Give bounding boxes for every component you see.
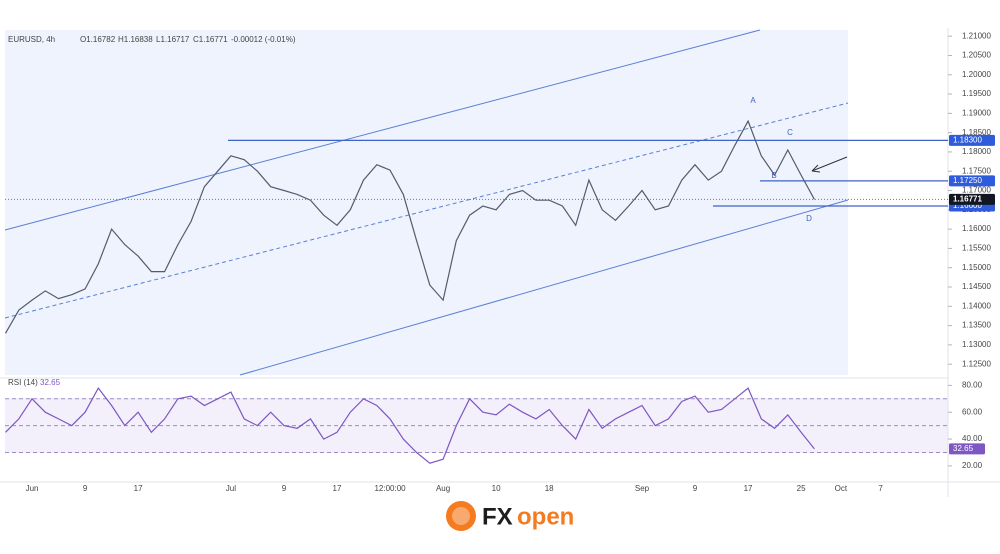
price-line xyxy=(4,119,815,334)
rsi-badge xyxy=(949,443,985,455)
x-tick-label: 17 xyxy=(333,484,342,493)
level-badge xyxy=(949,175,995,187)
level-label: 1.18300 xyxy=(953,135,982,144)
x-tick-label: 9 xyxy=(282,484,287,493)
x-tick-label: 17 xyxy=(134,484,143,493)
logo-brand-rest: open xyxy=(517,503,574,530)
y-tick-label: 1.16000 xyxy=(962,224,991,233)
x-tick-label: 9 xyxy=(83,484,88,493)
y-tick-label: 1.19000 xyxy=(962,108,991,117)
y-tick-label: 1.15500 xyxy=(962,244,991,253)
y-tick-label: 1.14000 xyxy=(962,301,991,310)
change: -0.00012 (-0.01%) xyxy=(231,35,296,44)
y-tick-label: 1.17000 xyxy=(962,186,991,195)
logo-brand: FX xyxy=(482,503,513,530)
x-tick-label: 10 xyxy=(492,484,501,493)
x-tick-label: 7 xyxy=(878,484,883,493)
symbol: EURUSD, 4h xyxy=(8,35,55,44)
channel-lower xyxy=(239,199,849,376)
y-tick-label: 1.15000 xyxy=(962,263,991,272)
channel-middle xyxy=(4,102,849,319)
arrow xyxy=(811,156,848,172)
logo-icon-inner xyxy=(452,507,470,525)
y-tick-label: 1.14500 xyxy=(962,282,991,291)
level-label: 1.17250 xyxy=(953,176,982,185)
rsi-badge-label: 32.65 xyxy=(953,444,974,453)
rsi-title: RSI (14) xyxy=(8,378,38,387)
annotation: D xyxy=(806,214,812,223)
y-tick-label: 60.00 xyxy=(962,407,983,416)
y-tick-label: 1.20000 xyxy=(962,70,991,79)
x-tick-label: Jun xyxy=(26,484,39,493)
y-tick-label: 1.19500 xyxy=(962,89,991,98)
open: O1.16782 xyxy=(80,35,116,44)
y-tick-label: 20.00 xyxy=(962,461,983,470)
y-tick-label: 1.18500 xyxy=(962,128,991,137)
x-tick-label: Jul xyxy=(226,484,236,493)
arrow-head xyxy=(811,164,821,173)
x-tick-label: 17 xyxy=(744,484,753,493)
rsi-line xyxy=(5,387,815,464)
y-tick-label: 1.13000 xyxy=(962,340,991,349)
y-tick-label: 1.12500 xyxy=(962,359,991,368)
level-label: 1.16600 xyxy=(953,201,982,210)
level-badge xyxy=(949,134,995,146)
annotation: C xyxy=(787,128,793,137)
channel-upper xyxy=(4,29,761,231)
y-tick-label: 1.18000 xyxy=(962,147,991,156)
last-label: 1.16771 xyxy=(953,194,982,203)
x-tick-label: Aug xyxy=(436,484,450,493)
x-tick-label: 18 xyxy=(545,484,554,493)
y-tick-label: 1.21000 xyxy=(962,31,991,40)
rsi-value: 32.65 xyxy=(40,378,61,387)
channel-background xyxy=(5,30,848,375)
y-tick-label: 1.13500 xyxy=(962,321,991,330)
logo-icon xyxy=(446,501,476,531)
y-tick-label: 1.20500 xyxy=(962,51,991,60)
x-tick-label: 25 xyxy=(797,484,806,493)
x-tick-label: Sep xyxy=(635,484,650,493)
y-tick-label: 40.00 xyxy=(962,434,983,443)
last-badge xyxy=(949,193,995,205)
low: L1.16717 xyxy=(156,35,190,44)
y-tick-label: 80.00 xyxy=(962,380,983,389)
high: H1.16838 xyxy=(118,35,153,44)
close: C1.16771 xyxy=(193,35,228,44)
x-tick-label: Oct xyxy=(835,484,848,493)
x-tick-label: 9 xyxy=(693,484,698,493)
y-tick-label: 1.17500 xyxy=(962,166,991,175)
annotation: B xyxy=(771,171,776,180)
x-tick-label: 12:00:00 xyxy=(374,484,406,493)
annotation: A xyxy=(750,96,756,105)
